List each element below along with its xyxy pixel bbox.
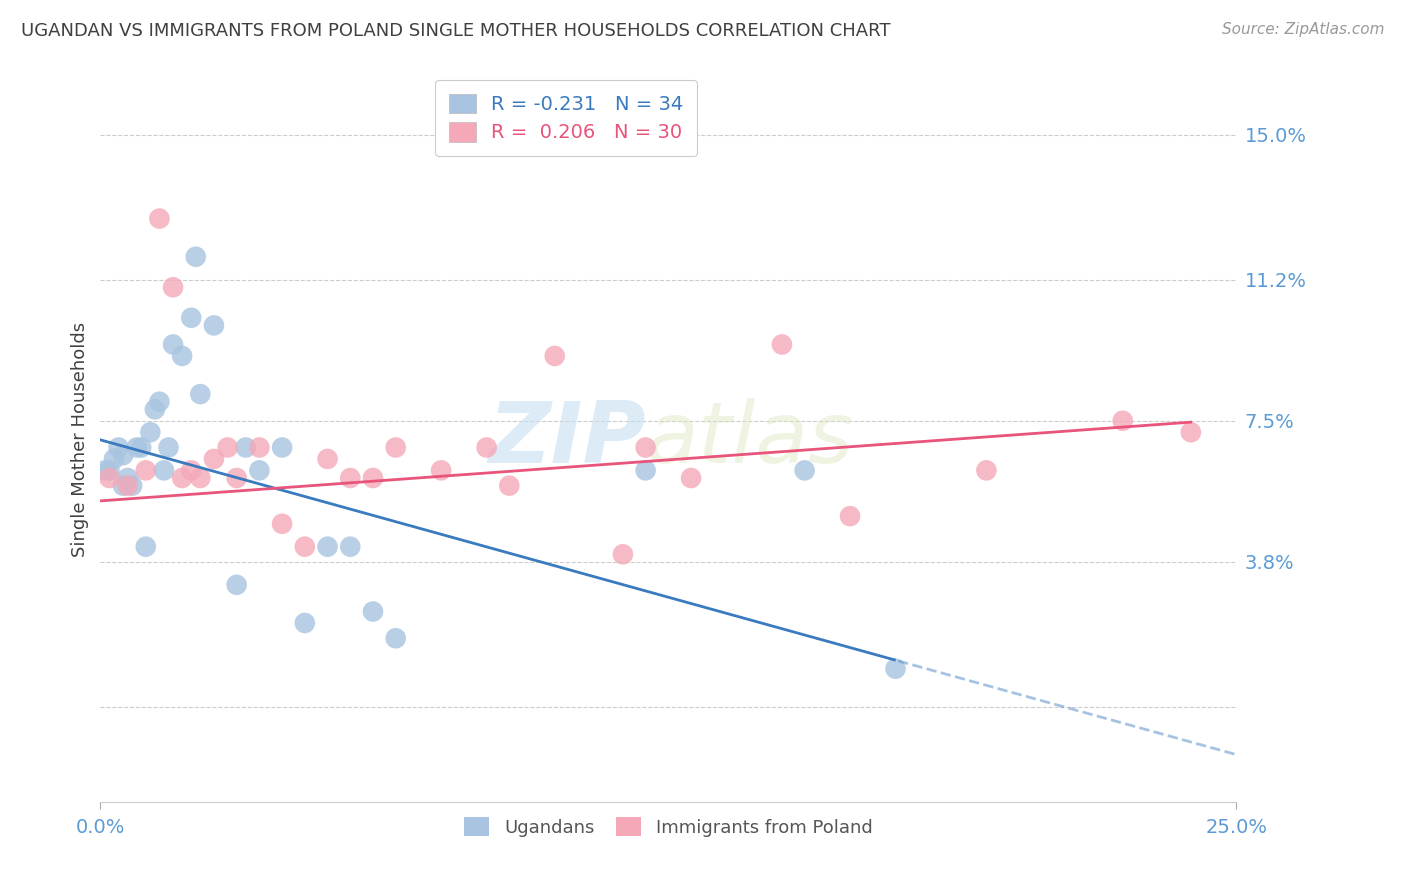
Point: [117, 471, 139, 485]
Point: [247, 463, 270, 477]
Point: [247, 441, 270, 455]
Point: [544, 349, 567, 363]
Text: Source: ZipAtlas.com: Source: ZipAtlas.com: [1222, 22, 1385, 37]
Point: [316, 540, 339, 554]
Point: [129, 441, 152, 455]
Point: [384, 441, 406, 455]
Point: [112, 448, 135, 462]
Point: [172, 471, 194, 485]
Point: [271, 516, 294, 531]
Point: [976, 463, 998, 477]
Point: [148, 394, 170, 409]
Point: [162, 280, 184, 294]
Y-axis label: Single Mother Households: Single Mother Households: [72, 322, 89, 558]
Point: [294, 540, 316, 554]
Point: [1112, 414, 1135, 428]
Point: [634, 463, 657, 477]
Point: [612, 547, 634, 561]
Point: [316, 451, 339, 466]
Point: [339, 471, 361, 485]
Point: [361, 605, 384, 619]
Point: [139, 425, 162, 440]
Point: [184, 250, 207, 264]
Point: [271, 441, 294, 455]
Point: [180, 310, 202, 325]
Point: [98, 463, 121, 477]
Point: [217, 441, 239, 455]
Point: [475, 441, 498, 455]
Text: ZIP: ZIP: [488, 399, 645, 482]
Point: [188, 471, 211, 485]
Point: [384, 632, 406, 646]
Point: [839, 509, 862, 524]
Point: [117, 478, 139, 492]
Text: atlas: atlas: [645, 399, 853, 482]
Point: [202, 451, 225, 466]
Point: [225, 578, 247, 592]
Point: [1180, 425, 1202, 440]
Point: [430, 463, 453, 477]
Text: UGANDAN VS IMMIGRANTS FROM POLAND SINGLE MOTHER HOUSEHOLDS CORRELATION CHART: UGANDAN VS IMMIGRANTS FROM POLAND SINGLE…: [21, 22, 890, 40]
Point: [679, 471, 702, 485]
Legend: Ugandans, Immigrants from Poland: Ugandans, Immigrants from Poland: [457, 810, 880, 844]
Point: [498, 478, 520, 492]
Point: [107, 441, 129, 455]
Point: [339, 540, 361, 554]
Point: [294, 615, 316, 630]
Point: [235, 441, 257, 455]
Point: [884, 662, 907, 676]
Point: [157, 441, 180, 455]
Point: [634, 441, 657, 455]
Point: [135, 463, 157, 477]
Point: [112, 478, 135, 492]
Point: [202, 318, 225, 333]
Point: [162, 337, 184, 351]
Point: [793, 463, 815, 477]
Point: [148, 211, 170, 226]
Point: [143, 402, 166, 417]
Point: [180, 463, 202, 477]
Point: [125, 441, 148, 455]
Point: [172, 349, 194, 363]
Point: [770, 337, 793, 351]
Point: [94, 463, 117, 477]
Point: [135, 540, 157, 554]
Point: [153, 463, 176, 477]
Point: [98, 471, 121, 485]
Point: [103, 451, 125, 466]
Point: [188, 387, 211, 401]
Point: [361, 471, 384, 485]
Point: [121, 478, 143, 492]
Point: [225, 471, 247, 485]
